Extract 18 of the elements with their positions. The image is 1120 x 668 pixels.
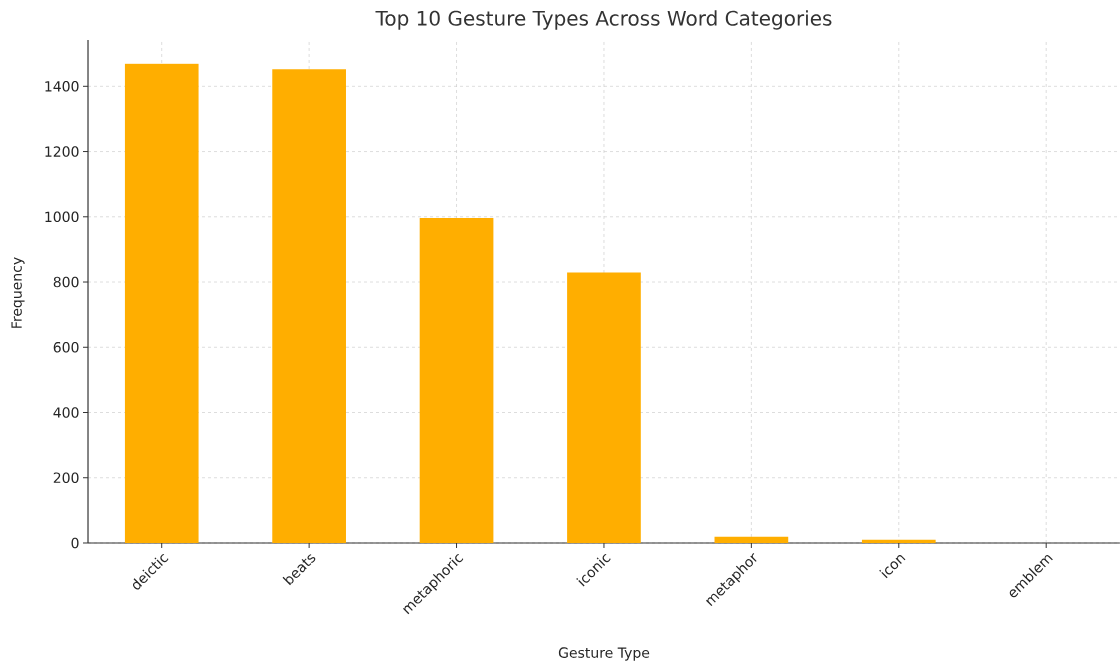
y-tick-label: 1200 xyxy=(45,146,79,157)
bar xyxy=(567,272,641,543)
x-tick-label: icon xyxy=(879,554,906,579)
x-axis-title: Gesture Type xyxy=(558,647,650,661)
y-tick-label: 1400 xyxy=(45,81,79,92)
y-tick-label: 400 xyxy=(53,407,79,418)
bar xyxy=(419,218,494,543)
bar xyxy=(124,63,199,543)
chart-title: Top 10 Gesture Types Across Word Categories xyxy=(375,10,832,30)
y-tick-label: 800 xyxy=(53,276,79,288)
y-tick-label: 0 xyxy=(71,537,79,549)
bar xyxy=(714,536,789,543)
y-tick-label: 1000 xyxy=(45,211,79,223)
bar xyxy=(861,539,936,543)
y-tick-label: 200 xyxy=(53,472,79,484)
y-axis-title: Frequency xyxy=(11,257,25,328)
y-tick-label: 600 xyxy=(53,341,79,353)
bar xyxy=(272,69,346,543)
